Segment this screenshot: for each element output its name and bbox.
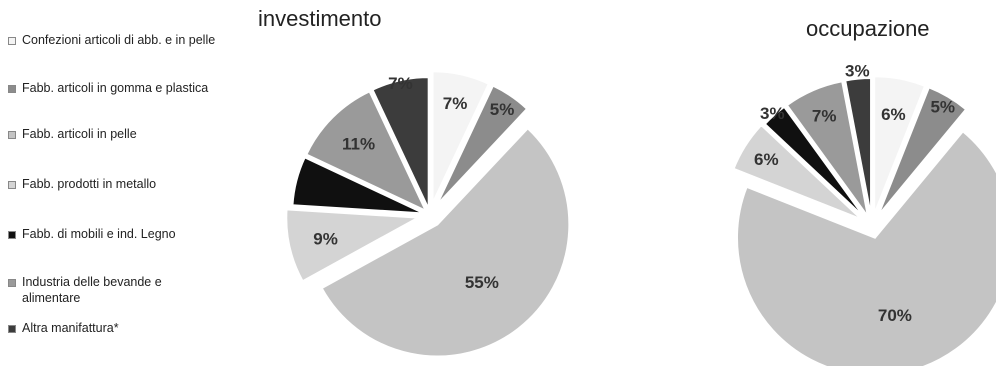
- legend-swatch: [8, 231, 16, 239]
- legend-swatch: [8, 325, 16, 333]
- pie-slice: [844, 77, 873, 217]
- legend-item: Industria delle bevande e alimentare: [8, 274, 222, 306]
- pie-slice: [435, 84, 529, 206]
- legend-item: Altra manifattura*: [8, 320, 222, 336]
- legend-label: Confezioni articoli di abb. e in pelle: [22, 33, 216, 47]
- slice-data-label: 6%: [754, 150, 779, 169]
- pie-slice: [763, 105, 867, 220]
- slice-data-label: 6%: [881, 105, 906, 124]
- chart-title-occupazione: occupazione: [806, 16, 930, 41]
- slice-data-label: 11%: [342, 135, 375, 154]
- pie-slice: [873, 75, 927, 215]
- legend-item: Fabb. articoli in gomma e plastica: [8, 80, 222, 96]
- legend-label: Fabb. articoli in gomma e plastica: [22, 81, 209, 95]
- slice-data-label: 5%: [930, 97, 955, 116]
- pie-slice: [304, 89, 428, 213]
- legend-item: Fabb. prodotti in metallo: [8, 176, 222, 192]
- legend-label: Fabb. articoli in pelle: [22, 127, 137, 141]
- slice-data-label: 55%: [465, 273, 499, 292]
- pie-slice: [371, 76, 430, 210]
- legend-item: Confezioni articoli di abb. e in pelle: [8, 32, 222, 48]
- pie-slice: [431, 70, 491, 204]
- legend-label: Fabb. di mobili e ind. Legno: [22, 227, 176, 241]
- pie-slice: [320, 126, 571, 358]
- legend-swatch: [8, 85, 16, 93]
- slice-data-label: 7%: [443, 94, 468, 113]
- legend-swatch: [8, 181, 16, 189]
- pie-slice: [785, 80, 870, 218]
- pie-slice: [291, 155, 425, 215]
- pie-slice: [877, 86, 968, 217]
- slice-data-label: 3%: [760, 104, 785, 123]
- legend-label: Industria delle bevande e alimentare: [22, 275, 162, 305]
- pie-slice: [736, 129, 996, 366]
- legend-swatch: [8, 37, 16, 45]
- legend-swatch: [8, 131, 16, 139]
- legend-label: Altra manifattura*: [22, 321, 119, 335]
- pie-slice: [285, 208, 422, 283]
- slice-data-label: 7%: [812, 107, 837, 126]
- slice-data-label: 7%: [388, 74, 413, 93]
- legend-label: Fabb. prodotti in metallo: [22, 177, 157, 191]
- legend-item: Fabb. articoli in pelle: [8, 126, 222, 142]
- legend-item: Fabb. di mobili e ind. Legno: [8, 226, 222, 242]
- slice-data-label: 70%: [878, 306, 912, 325]
- pie-slice: [732, 123, 863, 221]
- slice-data-label: 3%: [845, 61, 870, 80]
- slice-data-label: 5%: [490, 100, 515, 119]
- slice-data-label: 9%: [313, 229, 338, 248]
- legend-swatch: [8, 279, 16, 287]
- chart-title-investimento: investimento: [258, 6, 382, 31]
